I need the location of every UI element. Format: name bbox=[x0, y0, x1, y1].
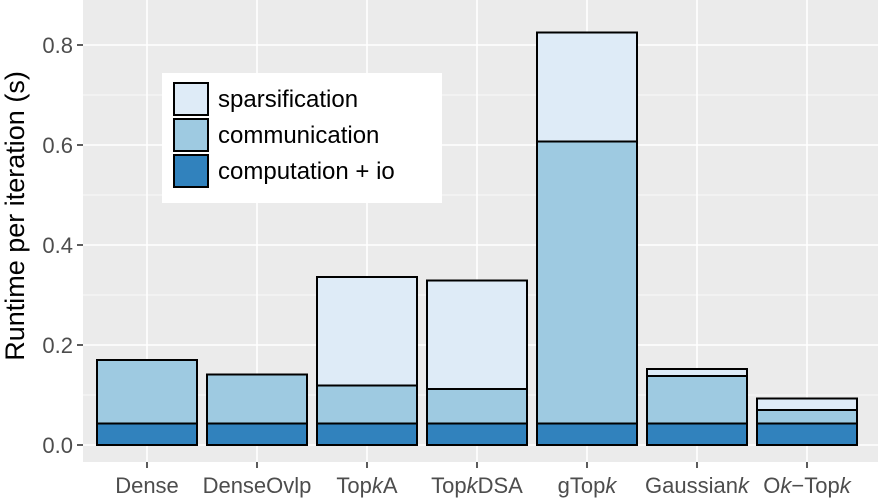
bar-segment bbox=[206, 422, 308, 446]
bar-segment bbox=[316, 276, 418, 387]
bars-group bbox=[96, 31, 858, 446]
bar-segment bbox=[426, 422, 528, 446]
bar-segment bbox=[316, 422, 418, 446]
bar-segment bbox=[96, 422, 198, 446]
y-tick-label: 0.2 bbox=[42, 333, 73, 358]
x-tick-label: Ok−Topk bbox=[763, 473, 851, 498]
y-axis-title: Runtime per iteration (s) bbox=[0, 71, 30, 361]
bar-segment bbox=[426, 279, 528, 390]
bar-segment bbox=[646, 375, 748, 425]
y-tick-label: 0.0 bbox=[42, 433, 73, 458]
legend-label: communication bbox=[218, 122, 379, 149]
x-tick-label: gTopk bbox=[558, 473, 618, 498]
x-axis: Dense DenseOvlp TopkA TopkDSA gTopk Gaussiank… bbox=[115, 462, 852, 498]
y-axis: 0.0 0.2 0.4 0.6 0.8 bbox=[42, 33, 83, 458]
bar-segment bbox=[536, 140, 638, 425]
x-tick-label: Dense bbox=[115, 473, 179, 498]
legend-label: computation + io bbox=[218, 158, 395, 185]
legend-key bbox=[173, 118, 209, 152]
legend-label: sparsification bbox=[218, 86, 358, 113]
legend: sparsification communication computation +… bbox=[162, 73, 442, 203]
bar-segment bbox=[426, 388, 528, 425]
bar-segment bbox=[536, 422, 638, 446]
x-tick-label: Gaussiank bbox=[645, 473, 750, 498]
bar-segment bbox=[646, 422, 748, 446]
bar-segment bbox=[206, 373, 308, 425]
bar-segment bbox=[756, 422, 858, 446]
x-tick-label: TopkA bbox=[336, 473, 397, 498]
legend-key bbox=[173, 154, 209, 188]
bar-segment bbox=[316, 384, 418, 425]
bar-segment bbox=[536, 31, 638, 143]
y-tick-label: 0.4 bbox=[42, 233, 73, 258]
bar-segment bbox=[96, 359, 198, 425]
x-tick-label: TopkDSA bbox=[431, 473, 523, 498]
bar-segment bbox=[756, 409, 858, 425]
y-tick-label: 0.6 bbox=[42, 133, 73, 158]
bar-segment bbox=[646, 368, 748, 377]
bar-segment bbox=[756, 397, 858, 411]
y-tick-label: 0.8 bbox=[42, 33, 73, 58]
legend-key bbox=[173, 82, 209, 116]
x-tick-label: DenseOvlp bbox=[203, 473, 312, 498]
